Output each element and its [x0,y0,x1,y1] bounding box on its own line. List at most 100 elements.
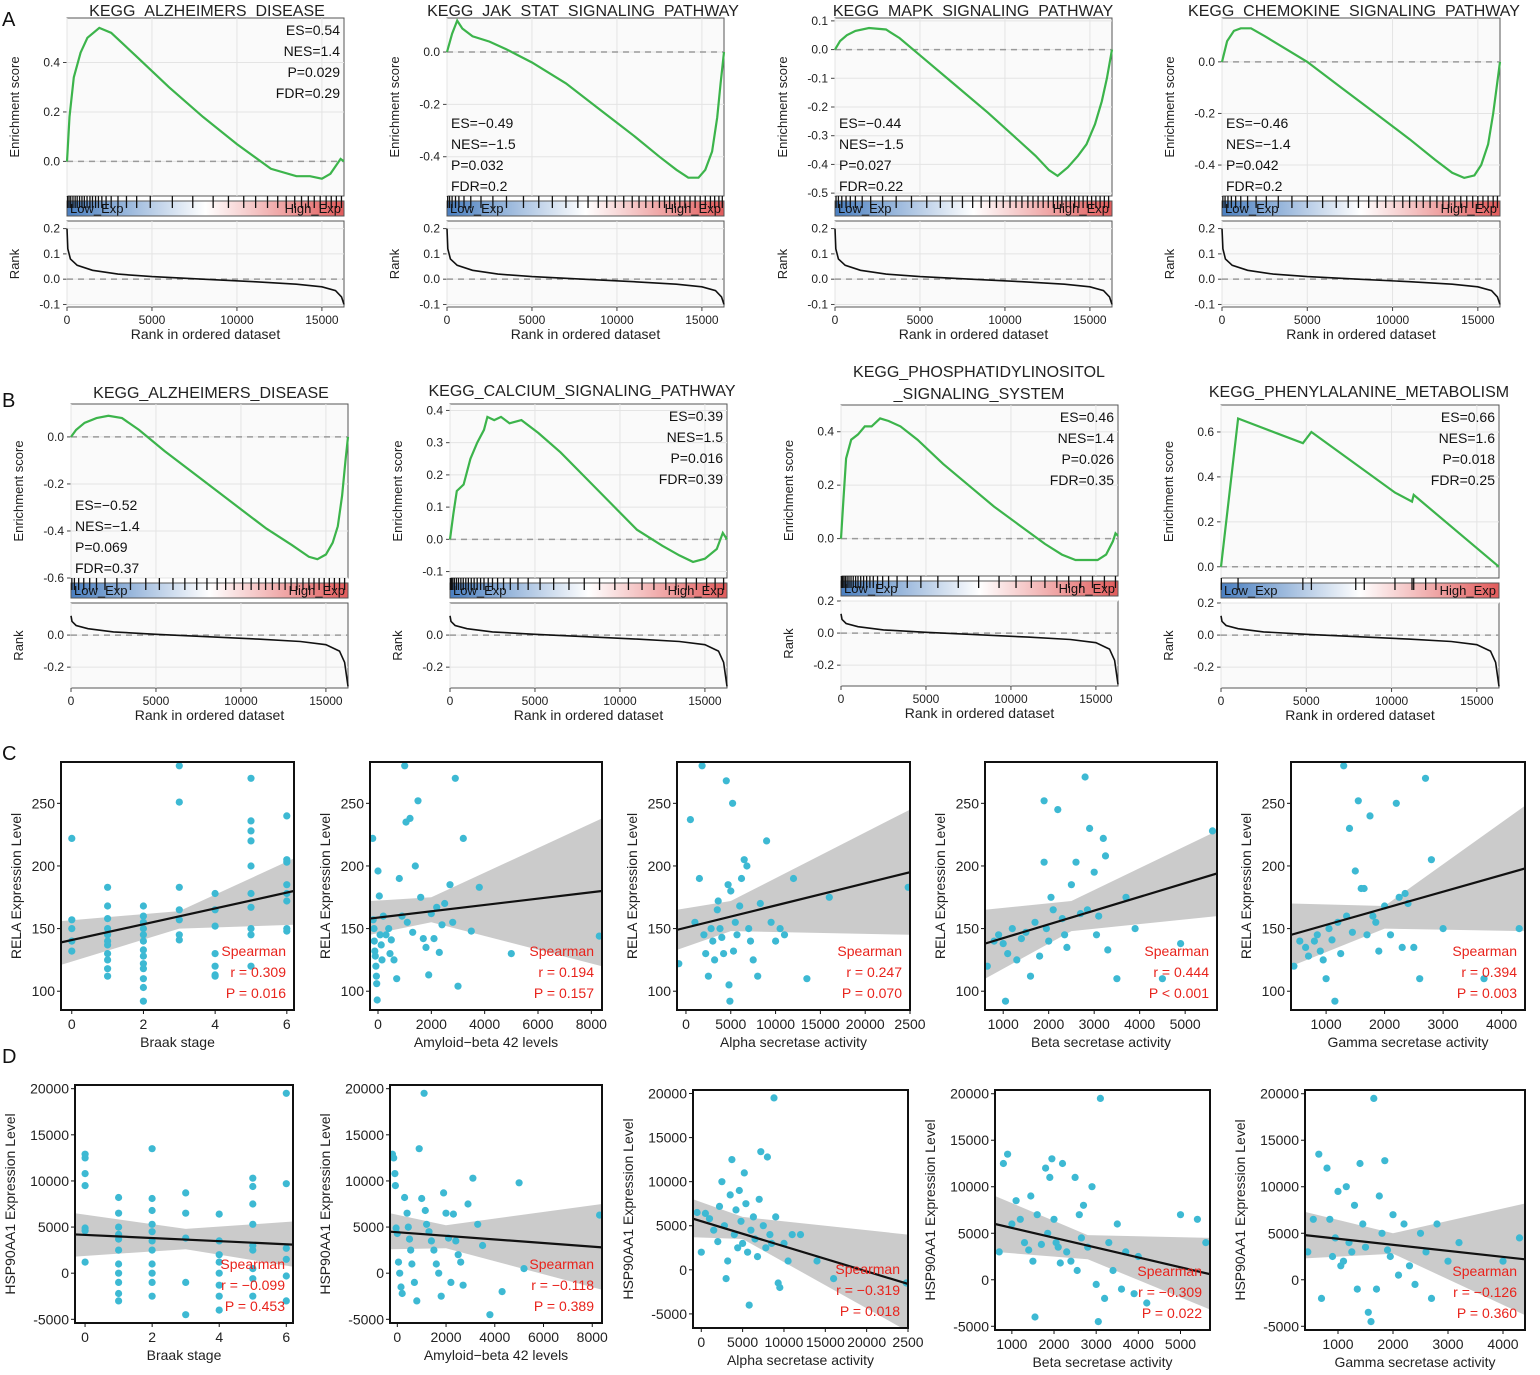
y-tick-label: 10000 [1260,1179,1299,1195]
data-point [175,931,183,939]
gsea-chart-2: KEGG_JAK_STAT_SIGNALING_PATHWAY 0.0 -0.2 -0… [387,3,739,342]
data-point [1092,931,1101,939]
data-point [249,1275,257,1283]
data-point [1342,1183,1350,1191]
data-point [1045,937,1053,945]
y-tick-label: 20000 [950,1086,989,1102]
data-point [282,1297,290,1305]
x-tick-label: 2000 [1038,1336,1069,1352]
data-point [1386,1252,1394,1261]
data-point [1386,931,1395,939]
data-point [1013,956,1021,964]
data-point [1105,1239,1113,1247]
rank-tick-label: 0.1 [811,247,828,261]
data-point [249,1265,257,1273]
data-point [715,1202,724,1210]
es-tick-label: 0.2 [426,468,443,482]
data-point [789,874,798,883]
data-point [507,950,515,958]
data-point [515,1179,523,1187]
es-stat-text: ES=0.46 [1060,409,1114,425]
panel-label-d: D [2,1046,16,1068]
y-tick-label: 200 [956,858,980,874]
data-point [729,799,737,807]
plot-area [693,1094,908,1328]
x-tick-label: 4000 [469,1016,500,1032]
data-point [247,889,255,898]
data-point [440,1189,448,1197]
data-point [1067,881,1075,889]
spearman-stat-text: Spearman [529,943,594,959]
data-point [784,1257,792,1265]
data-point [441,899,449,908]
x-tick-label: 0 [1219,313,1226,327]
x-tick-label: 4 [215,1329,223,1345]
data-point [762,1244,770,1252]
low-exp-label: Low_Exp [453,583,506,598]
data-point [1398,943,1406,952]
y-tick-label: 15000 [345,1127,384,1143]
es-curve [448,415,728,564]
data-point [813,1257,821,1265]
data-point [1143,1299,1151,1307]
x-tick-label: 0 [444,313,451,327]
data-point [81,1258,89,1266]
rank-y-axis-label: Rank [7,248,22,279]
es-stat-text: ES=−0.46 [1226,115,1288,131]
rank-tick-label: -0.1 [419,297,440,311]
es-tick-label: 0.2 [1197,515,1214,529]
x-tick-label: 1000 [1311,1016,1342,1032]
data-point [282,1180,290,1188]
x-axis-label: Alpha secretase activity [727,1352,874,1368]
confidence-band [1305,1203,1525,1316]
rank-tick-label: -0.2 [1193,660,1214,674]
data-point [999,1159,1008,1168]
data-point [418,1194,426,1203]
rank-tick-label: 0.2 [1197,596,1214,610]
data-point [411,862,419,870]
data-point [395,874,403,883]
data-point [995,931,1003,939]
es-tick-label: -0.1 [422,565,443,579]
data-point [459,1281,467,1289]
x-tick-label: 15000 [688,694,722,708]
data-point [457,1258,465,1266]
es-plot-frame [446,17,725,197]
data-point [753,1253,762,1261]
regression-line [693,1217,908,1285]
rank-curve [834,228,1113,305]
data-point [1075,1211,1083,1219]
data-point [1328,936,1336,944]
data-point [139,912,147,920]
es-plot-frame [1220,404,1500,579]
data-point [1054,1243,1062,1251]
y-tick-label: 250 [648,795,672,811]
y-tick-label: -5000 [651,1306,687,1322]
low-exp-label: Low_Exp [844,581,897,596]
data-point [803,975,811,983]
data-point [375,892,383,900]
x-axis-label: Amyloid−beta 42 levels [414,1034,558,1050]
spearman-stat-text: r = −0.099 [221,1277,285,1293]
y-tick-label: 100 [341,983,365,999]
y-axis-label: RELA Expression Level [624,813,640,959]
spearman-stat-text: Spearman [1144,943,1209,959]
data-point [393,975,401,983]
data-point [139,952,147,960]
data-point [115,1246,123,1254]
data-point [68,925,76,933]
data-point [104,965,112,973]
es-tick-label: 0.0 [43,154,60,168]
x-tick-label: 2000 [430,1329,461,1345]
data-point [81,1227,89,1235]
x-tick-label: 20000 [846,1016,885,1032]
data-point [486,1311,494,1319]
data-point [1302,943,1310,952]
data-point [755,1195,763,1203]
x-tick-label: 8000 [576,1016,607,1032]
x-tick-label: 2500 [894,1016,925,1032]
data-point [1372,918,1380,926]
data-point [407,1246,415,1254]
scatter-frame [692,1089,909,1329]
data-point [1316,947,1324,955]
